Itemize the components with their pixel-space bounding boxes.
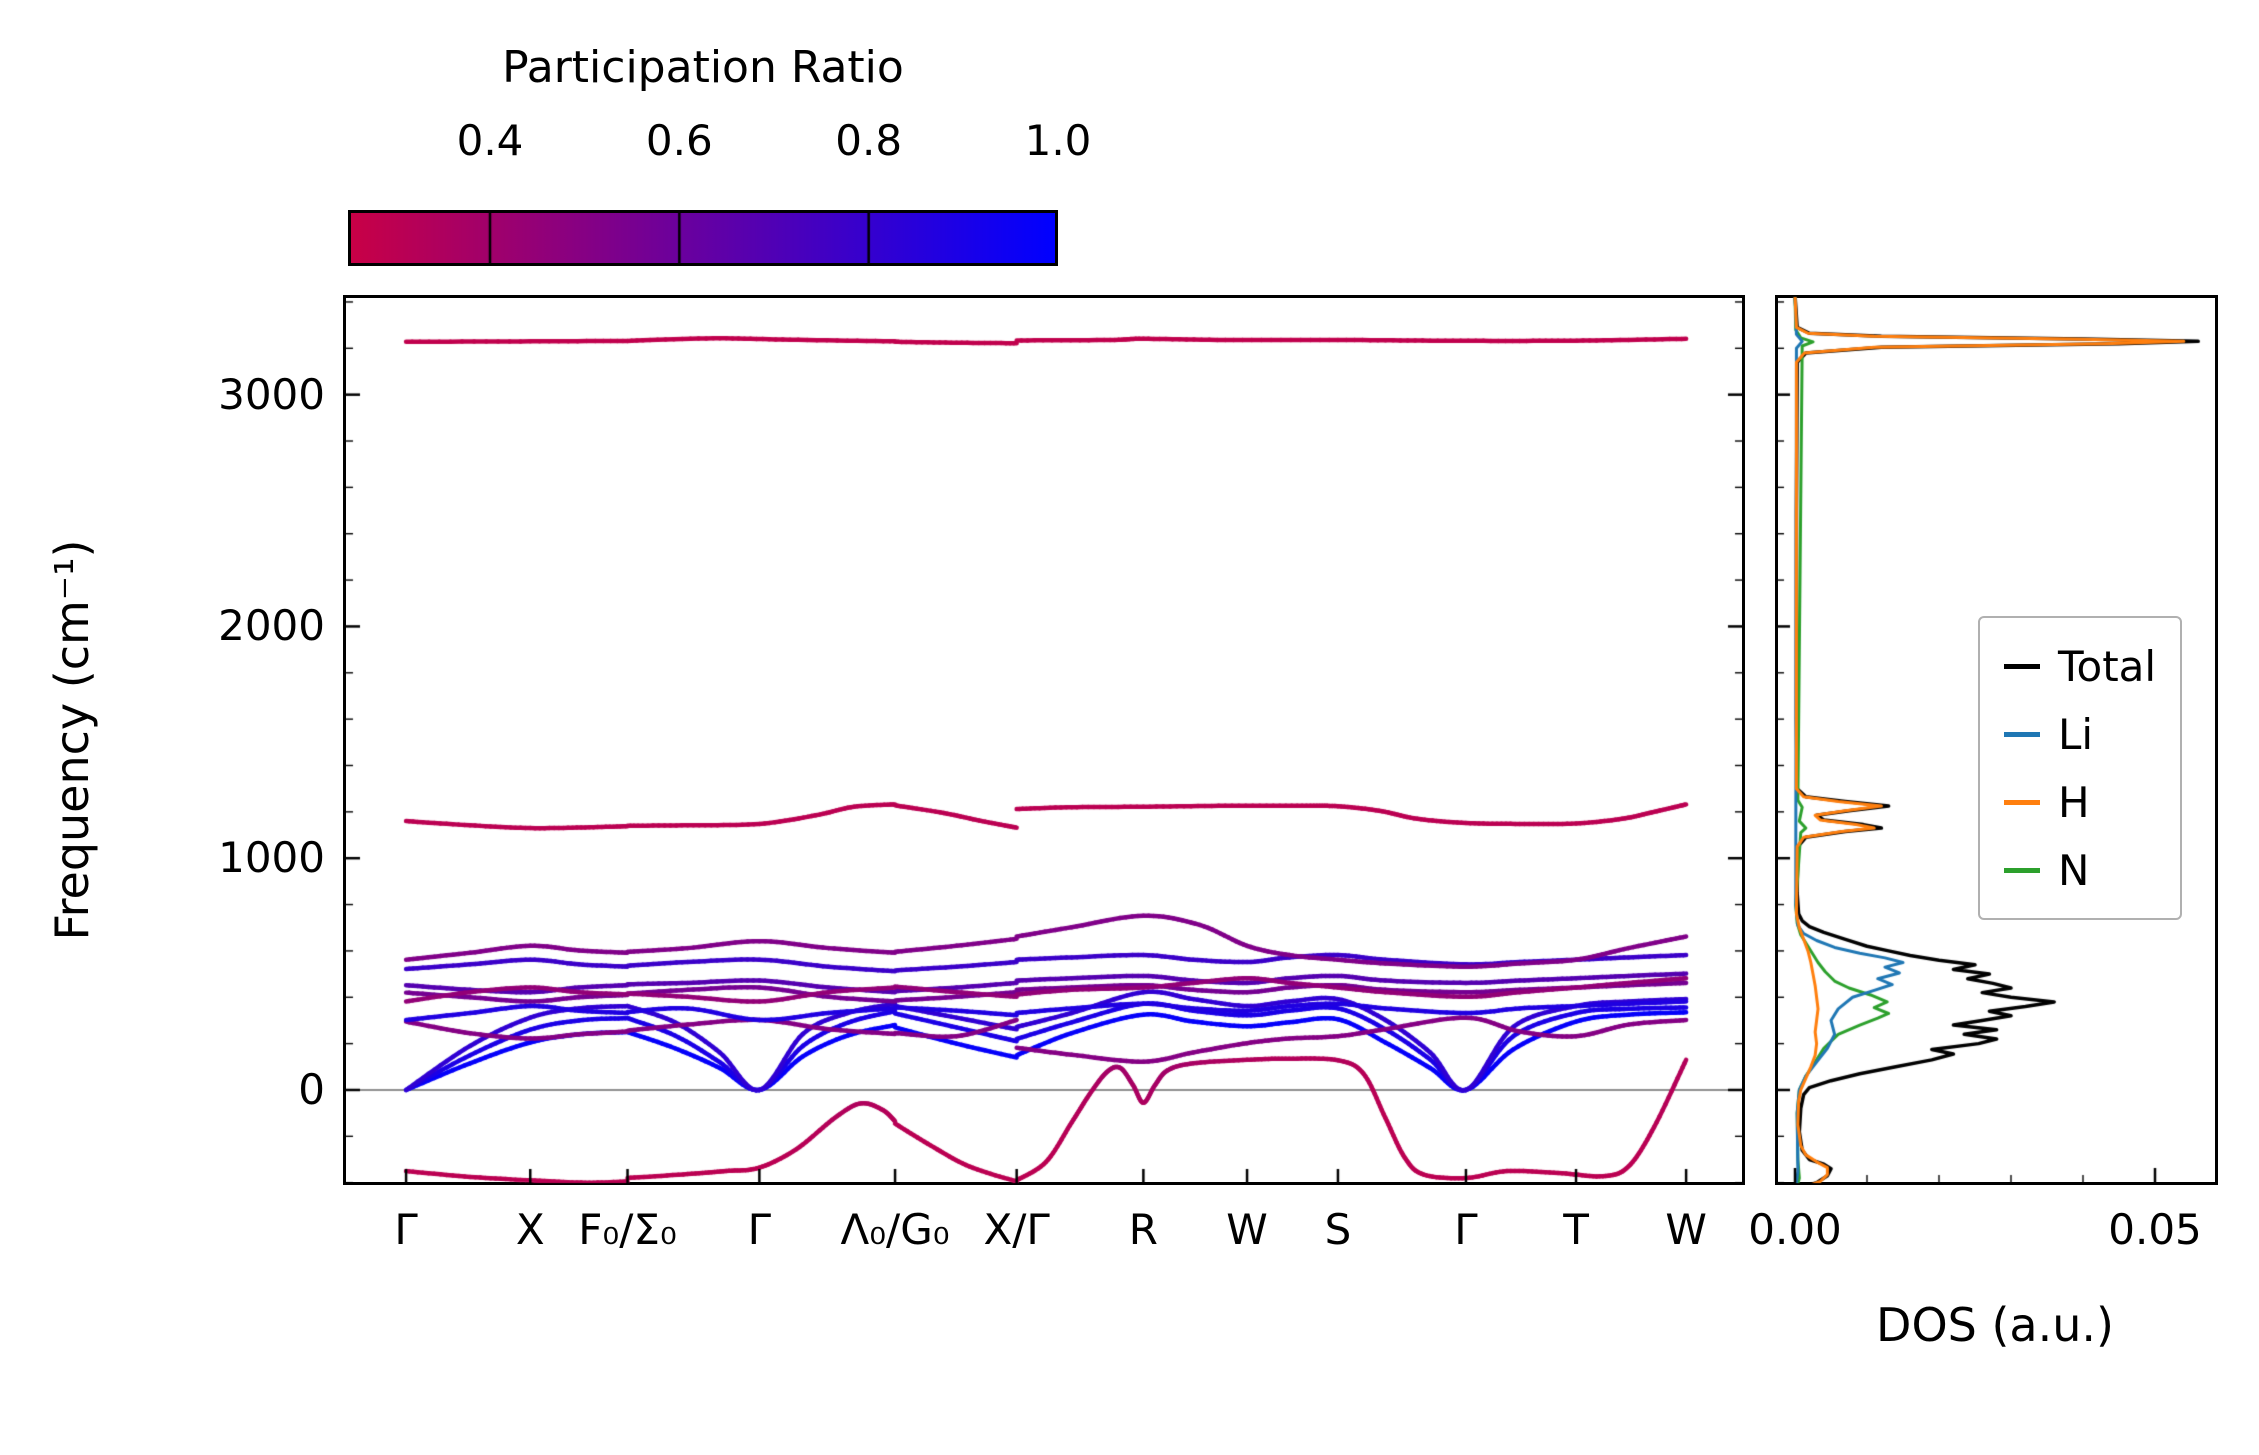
legend-label: H <box>2058 777 2090 827</box>
dos-tick-label: 0.05 <box>2108 1205 2202 1254</box>
kpoint-label-s: S <box>1324 1205 1352 1254</box>
kpoint-label-gamma: Γ <box>1454 1205 1478 1254</box>
h-line-swatch <box>2004 799 2040 805</box>
participation-ratio-colorbar <box>348 210 1058 266</box>
legend-entry-h: H <box>2004 768 2156 836</box>
band-structure-axes <box>343 295 1745 1185</box>
kpoint-label-gamma: Γ <box>394 1205 418 1254</box>
kpoint-label-t: T <box>1563 1205 1589 1254</box>
kpoint-label-x-gamma: X/Γ <box>983 1205 1050 1254</box>
colorbar-tick-label: 1.0 <box>1024 116 1092 165</box>
kpoint-label-w: W <box>1665 1205 1707 1254</box>
y-tick-label: 0 <box>298 1064 325 1114</box>
legend-entry-li: Li <box>2004 700 2156 768</box>
colorbar-title: Participation Ratio <box>502 42 904 93</box>
colorbar-tick-label: 0.4 <box>456 116 524 165</box>
kpoint-label-f0-sigma0: F₀/Σ₀ <box>578 1205 677 1254</box>
li-line-swatch <box>2004 731 2040 737</box>
legend-label: N <box>2058 845 2090 895</box>
y-tick-label: 2000 <box>218 601 325 651</box>
legend-entry-total: Total <box>2004 632 2156 700</box>
frequency-axis-label: Frequency (cm⁻¹) <box>45 539 99 941</box>
legend-label: Li <box>2058 709 2094 759</box>
colorbar-tick-label: 0.6 <box>645 116 713 165</box>
dos-legend: Total Li H N <box>1978 616 2183 920</box>
kpoint-label-w: W <box>1226 1205 1268 1254</box>
kpoint-label-r: R <box>1128 1205 1158 1254</box>
dos-tick-label: 0.00 <box>1748 1205 1842 1254</box>
y-tick-label: 3000 <box>218 369 325 419</box>
kpoint-label-gamma: Γ <box>747 1205 772 1254</box>
y-tick-label: 1000 <box>218 833 325 883</box>
legend-entry-n: N <box>2004 836 2156 904</box>
dos-axis-label: DOS (a.u.) <box>1876 1298 2114 1352</box>
total-line-swatch <box>2004 663 2040 669</box>
legend-label: Total <box>2058 641 2157 691</box>
kpoint-label-lambda0-g0: Λ₀/G₀ <box>840 1205 950 1254</box>
n-line-swatch <box>2004 867 2040 873</box>
kpoint-label-x: X <box>515 1205 545 1254</box>
colorbar-tick-label: 0.8 <box>835 116 903 165</box>
